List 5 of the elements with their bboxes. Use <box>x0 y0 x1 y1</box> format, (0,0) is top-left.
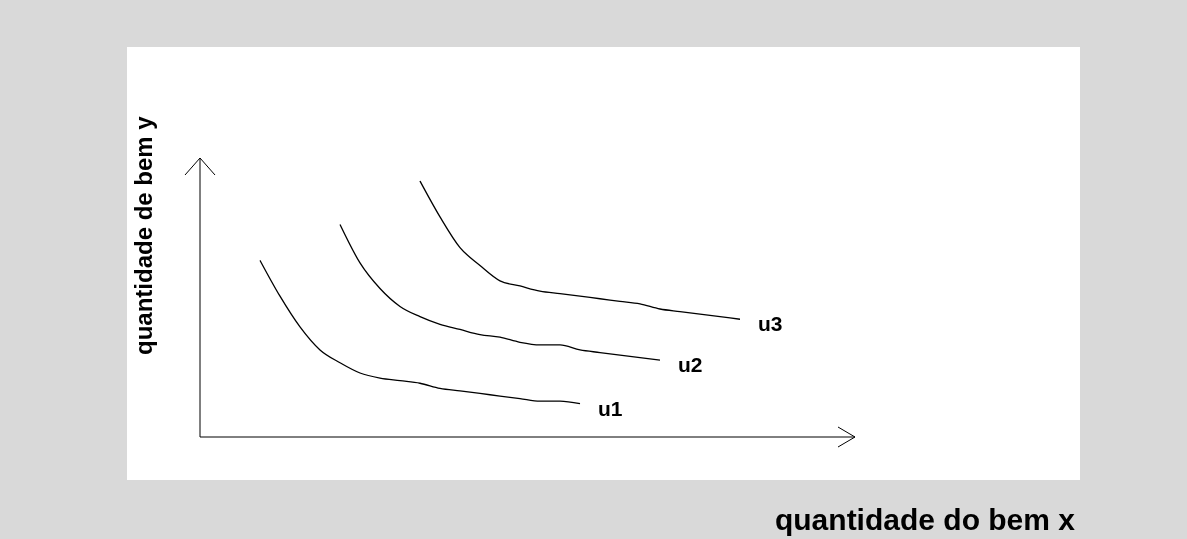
y-axis-title: quantidade de bem y <box>130 115 157 355</box>
series-label: u3 <box>758 312 783 336</box>
series-label: u2 <box>678 353 703 377</box>
series-label: u1 <box>598 396 623 420</box>
x-axis-title: quantidade do bem x <box>774 503 1076 536</box>
